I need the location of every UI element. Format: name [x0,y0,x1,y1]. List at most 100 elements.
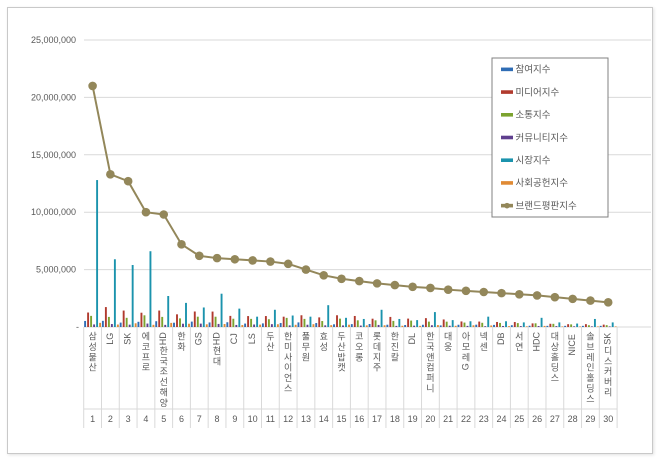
svg-text:20: 20 [425,414,435,424]
svg-text:브: 브 [586,342,594,352]
svg-text:산: 산 [266,342,274,352]
svg-text:서: 서 [515,332,523,342]
svg-text:에: 에 [142,332,150,342]
svg-text:코: 코 [142,342,150,352]
svg-text:대: 대 [213,356,221,366]
svg-text:22: 22 [461,414,471,424]
svg-text:8: 8 [215,414,220,424]
svg-text:26: 26 [532,414,542,424]
svg-text:퍼: 퍼 [426,373,434,383]
svg-text:한: 한 [160,346,168,356]
svg-text:1: 1 [90,414,95,424]
svg-text:15: 15 [337,414,347,424]
svg-text:레: 레 [586,352,594,362]
svg-text:진: 진 [391,342,399,352]
svg-text:물: 물 [88,352,96,362]
svg-text:스: 스 [586,394,594,404]
svg-text:LS: LS [247,333,257,344]
svg-text:두: 두 [337,332,345,342]
svg-text:성: 성 [88,342,96,352]
svg-text:롱: 롱 [355,352,363,362]
svg-text:두: 두 [266,332,274,342]
svg-text:23: 23 [479,414,489,424]
svg-text:10: 10 [248,414,258,424]
svg-text:화: 화 [177,342,185,352]
svg-text:풀: 풀 [302,332,310,342]
svg-text:참여지수: 참여지수 [516,64,551,76]
svg-text:이: 이 [284,363,292,373]
svg-text:25,000,000: 25,000,000 [31,35,76,45]
svg-text:커: 커 [604,367,612,377]
svg-text:주: 주 [373,363,381,373]
svg-text:사: 사 [284,352,293,362]
svg-text:CJ: CJ [229,333,239,344]
svg-text:딩: 딩 [586,384,594,394]
svg-text:9: 9 [232,414,237,424]
svg-text:LG: LG [105,333,115,345]
svg-text:한: 한 [426,332,434,342]
svg-text:아: 아 [462,332,471,342]
svg-text:선: 선 [160,377,168,387]
svg-text:지: 지 [373,352,381,362]
svg-text:6: 6 [179,414,184,424]
svg-text:한: 한 [177,332,185,342]
svg-text:13: 13 [301,414,311,424]
svg-text:넥: 넥 [480,332,488,342]
svg-text:4: 4 [143,414,148,424]
svg-text:2: 2 [108,414,113,424]
svg-text:원: 원 [302,352,310,362]
svg-text:5,000,000: 5,000,000 [36,265,76,275]
svg-text:리: 리 [604,388,612,398]
svg-text:해: 해 [160,388,168,398]
svg-text:연: 연 [515,342,523,352]
svg-text:로: 로 [142,363,150,373]
svg-text:커뮤니티지수: 커뮤니티지수 [516,133,569,144]
svg-text:현: 현 [213,346,221,356]
svg-text:레: 레 [462,352,470,362]
svg-text:밥: 밥 [337,352,345,362]
svg-text:오: 오 [355,342,363,352]
svg-text:SK: SK [603,333,613,345]
svg-text:산: 산 [88,363,96,373]
svg-text:버: 버 [604,377,612,387]
svg-text:18: 18 [390,414,400,424]
svg-text:3: 3 [126,414,131,424]
svg-text:대: 대 [551,332,559,342]
svg-text:효: 효 [320,332,328,342]
svg-text:11: 11 [266,414,275,424]
svg-text:20,000,000: 20,000,000 [31,92,76,102]
svg-text:조: 조 [160,367,168,377]
svg-text:NICE: NICE [567,334,577,356]
svg-text:데: 데 [373,342,381,352]
svg-text:29: 29 [585,414,595,424]
svg-text:19: 19 [408,414,418,424]
svg-text:28: 28 [568,414,578,424]
svg-text:니: 니 [426,384,434,394]
svg-text:무: 무 [302,342,310,352]
svg-text:코: 코 [355,332,363,342]
svg-text:12: 12 [283,414,293,424]
svg-text:양: 양 [160,398,168,408]
svg-text:5: 5 [161,414,166,424]
svg-text:디: 디 [604,346,612,356]
svg-text:국: 국 [426,342,434,352]
svg-text:앤: 앤 [426,352,434,362]
svg-text:프: 프 [142,352,150,362]
svg-text:21: 21 [443,414,453,424]
svg-text:언: 언 [284,372,292,383]
svg-text:사회공헌지수: 사회공헌지수 [516,178,569,189]
svg-text:7: 7 [197,414,202,424]
svg-text:G: G [460,363,470,370]
svg-text:캣: 캣 [337,363,345,373]
svg-text:DL: DL [407,333,417,345]
svg-text:딩: 딩 [551,363,559,373]
svg-text:한: 한 [284,332,292,342]
svg-text:국: 국 [160,356,168,366]
svg-text:브랜드평판지수: 브랜드평판지수 [516,201,577,212]
svg-text:DB: DB [496,332,506,345]
svg-text:삼: 삼 [88,332,96,342]
svg-text:컴: 컴 [426,362,434,373]
svg-text:HD: HD [211,332,221,345]
svg-text:산: 산 [337,342,345,352]
svg-text:시장지수: 시장지수 [516,156,551,167]
